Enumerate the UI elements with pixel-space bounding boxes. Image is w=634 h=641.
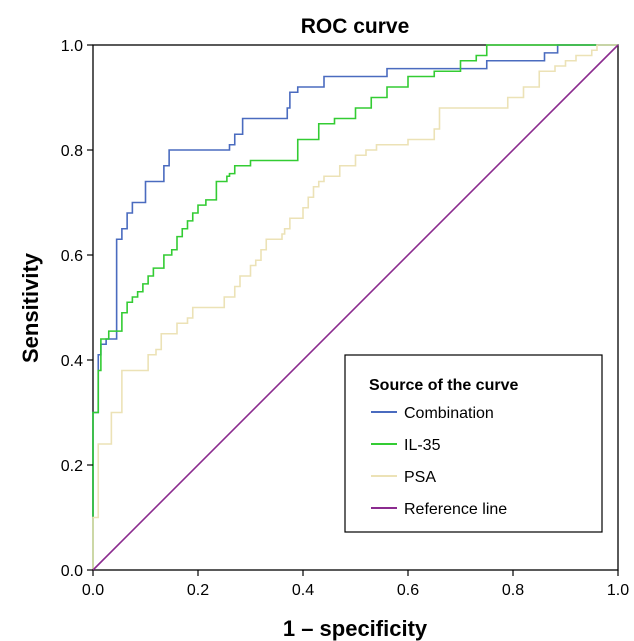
plot-area: 0.0 0.2 0.4 0.6 0.8 1.0 0.0 0.2 0.4 0.6 0.8 1.0 (61, 38, 629, 599)
x-tick-label: 0.6 (397, 582, 419, 599)
x-tick-label: 0.0 (82, 582, 104, 599)
series-line-combination (92, 44, 618, 570)
y-tick-label: 0.0 (61, 563, 83, 580)
legend: Source of the curve Combination IL-35 PSA R… (344, 354, 603, 533)
y-tick-label: 0.2 (61, 458, 83, 475)
y-axis-label: Sensitivity (18, 252, 43, 363)
legend-label-il-35: IL-35 (404, 437, 441, 454)
series-line-il-35 (92, 44, 618, 570)
chart-title: ROC curve (301, 15, 410, 38)
legend-label-reference-line: Reference line (404, 501, 507, 518)
series-line-reference-line (92, 44, 619, 571)
x-tick-label: 0.8 (502, 582, 524, 599)
legend-label-psa: PSA (404, 469, 436, 486)
legend-title: Source of the curve (369, 377, 518, 394)
legend-label-combination: Combination (404, 405, 494, 422)
x-axis-label: 1 – specificity (283, 616, 428, 641)
plot-frame (92, 44, 619, 571)
series-line-psa (92, 44, 618, 570)
x-tick-label: 1.0 (607, 582, 629, 599)
y-tick-label: 1.0 (61, 38, 83, 55)
y-tick-label: 0.6 (61, 248, 83, 265)
y-tick-label: 0.4 (61, 353, 83, 370)
x-tick-label: 0.4 (292, 582, 314, 599)
x-tick-label: 0.2 (187, 582, 209, 599)
y-tick-label: 0.8 (61, 143, 83, 160)
